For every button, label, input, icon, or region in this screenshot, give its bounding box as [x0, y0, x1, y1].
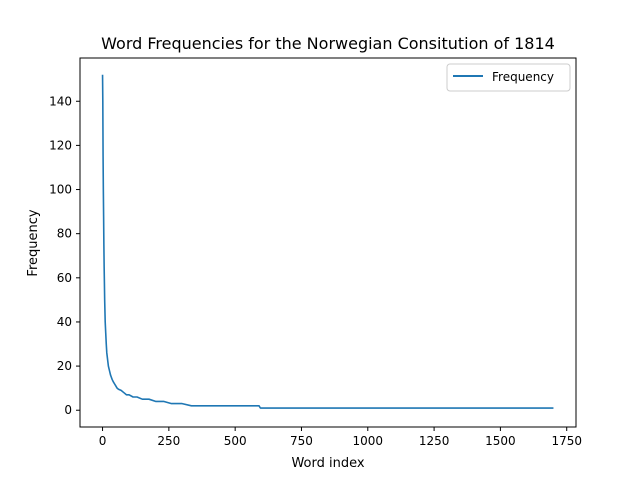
plot-lines: [101, 74, 554, 409]
y-tick-label: 20: [57, 359, 72, 373]
series-line-frequency: [101, 74, 554, 409]
legend-label-frequency: Frequency: [492, 70, 554, 84]
y-tick-label: 140: [49, 94, 72, 108]
x-tick-label: 1500: [485, 434, 516, 448]
legend-box: [446, 63, 571, 92]
y-axis-label: Frequency: [26, 209, 41, 276]
y-tick-label: 40: [57, 315, 72, 329]
y-tick-label: 0: [64, 403, 72, 417]
y-tick-label: 120: [49, 138, 72, 152]
y-tick-label: 60: [57, 271, 72, 285]
chart-title: Word Frequencies for the Norwegian Consi…: [101, 34, 555, 53]
x-tick-label: 1750: [551, 434, 582, 448]
x-tick-label: 1000: [353, 434, 384, 448]
x-tick-label: 250: [157, 434, 180, 448]
plot-area-frame: [79, 57, 577, 428]
y-tick-label: 80: [57, 227, 72, 241]
y-tick-label: 100: [49, 183, 72, 197]
x-tick-label: 750: [290, 434, 313, 448]
axis-ticks: 0 250 500 750 1000 1250 1500 1750 0 20 40 60 80 100 12…: [49, 94, 582, 448]
legend: Frequency: [446, 63, 571, 92]
x-axis-label: Word index: [291, 456, 364, 471]
x-tick-label: 500: [224, 434, 247, 448]
x-tick-label: 1250: [419, 434, 450, 448]
x-tick-label: 0: [99, 434, 107, 448]
